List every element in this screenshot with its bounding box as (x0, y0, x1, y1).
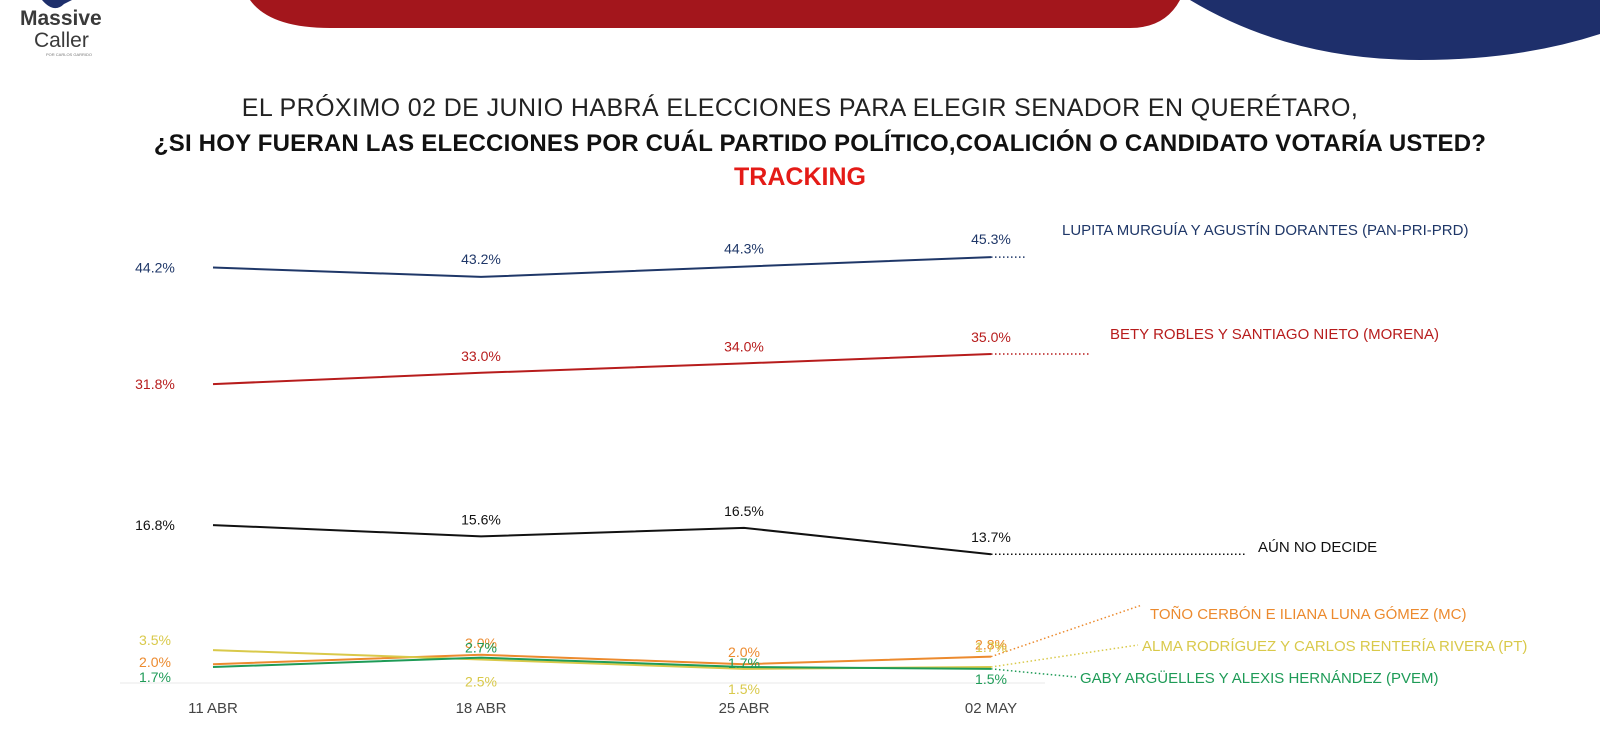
data-label: 44.2% (135, 260, 175, 276)
data-label: 2.7% (465, 640, 497, 656)
data-label: 16.5% (724, 503, 764, 519)
series-legend-label: ALMA RODRÍGUEZ Y CARLOS RENTERÍA RIVERA … (1142, 638, 1527, 655)
data-label: 45.3% (971, 231, 1011, 247)
legend-connector (990, 604, 1143, 658)
brand-name-line2: Caller (34, 29, 89, 52)
data-label: 2.5% (465, 674, 497, 690)
data-label: 1.7% (139, 669, 171, 685)
brand-name-line1: Massive (20, 7, 102, 30)
data-label: 43.2% (461, 251, 501, 267)
series-line (212, 656, 992, 670)
data-label: 34.0% (724, 338, 764, 354)
series-legend-label: AÚN NO DECIDE (1258, 539, 1377, 556)
data-label: 2.0% (728, 644, 760, 660)
data-label: 2.8% (975, 637, 1007, 653)
navy-arc-shape (1190, 0, 1600, 60)
series-line (212, 256, 992, 278)
series-legend-label: GABY ARGÜELLES Y ALEXIS HERNÁNDEZ (PVEM) (1080, 669, 1438, 687)
series-legend-label: TOÑO CERBÓN E ILIANA LUNA GÓMEZ (MC) (1150, 606, 1466, 623)
series-legend-label: BETY ROBLES Y SANTIAGO NIETO (MORENA) (1110, 326, 1439, 343)
data-label: 1.5% (975, 671, 1007, 687)
data-label: 16.8% (135, 517, 175, 533)
series-line (212, 653, 992, 666)
x-tick-label: 02 MAY (965, 700, 1017, 717)
x-tick-label: 18 ABR (456, 700, 507, 717)
series-line (212, 524, 992, 556)
data-label: 33.0% (461, 348, 501, 364)
data-label: 3.5% (139, 632, 171, 648)
data-label: 1.7% (975, 639, 1007, 655)
logo-mark-icon (42, 0, 72, 9)
data-label: 15.6% (461, 511, 501, 527)
series-legend-label: LUPITA MURGUÍA Y AGUSTÍN DORANTES (PAN-P… (1062, 222, 1468, 239)
data-label: 13.7% (971, 529, 1011, 545)
red-arc-shape (250, 0, 1180, 28)
page-title-line1: EL PRÓXIMO 02 DE JUNIO HABRÁ ELECCIONES … (241, 94, 1359, 122)
legend-connector (990, 644, 1139, 668)
data-label: 3.0% (465, 635, 497, 651)
x-tick-label: 11 ABR (188, 700, 238, 717)
page-title-question: ¿SI HOY FUERAN LAS ELECCIONES POR CUÁL P… (153, 130, 1487, 157)
brand-tagline: POR CARLOS GARRIDO (46, 52, 93, 57)
page-subtitle-tracking: TRACKING (734, 163, 866, 191)
brand-logo: Massive Caller POR CARLOS GARRIDO (20, 8, 102, 58)
data-label: 44.3% (724, 241, 764, 257)
x-tick-label: 25 ABR (719, 700, 770, 717)
data-label: 35.0% (971, 329, 1011, 345)
data-label: 31.8% (135, 376, 175, 392)
data-label: 1.7% (728, 655, 760, 671)
series-line (212, 353, 992, 386)
data-label: 2.0% (139, 654, 171, 670)
data-label: 1.5% (728, 681, 760, 697)
